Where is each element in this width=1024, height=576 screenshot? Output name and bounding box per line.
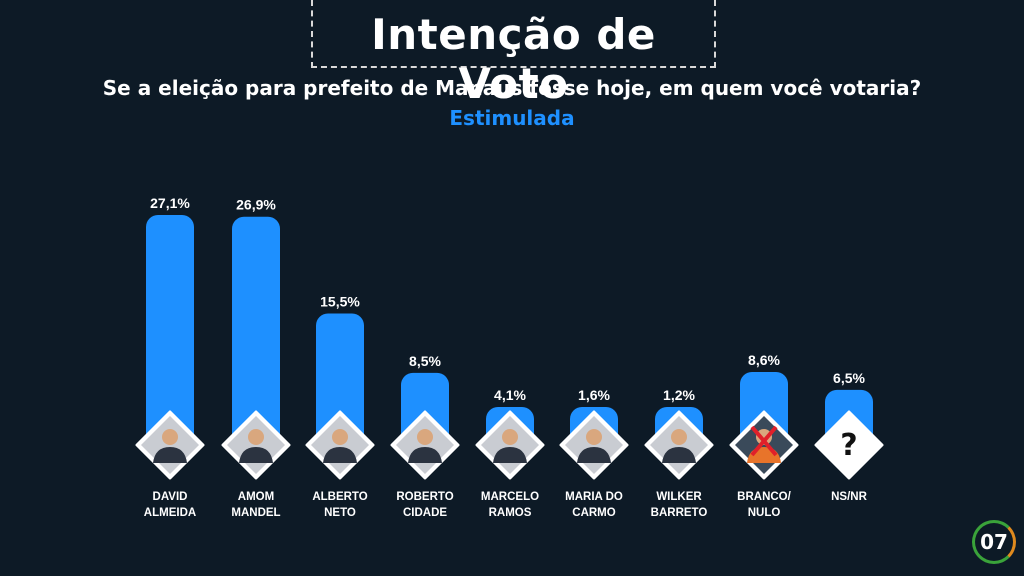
category-label: WILKER <box>656 491 702 503</box>
category-label: CARMO <box>572 507 615 519</box>
bar-value-label: 1,2% <box>663 387 695 403</box>
bar-value-label: 26,9% <box>236 197 276 213</box>
category-label: NULO <box>748 507 781 519</box>
category-label: ALMEIDA <box>144 507 196 519</box>
candidate-photo <box>135 410 205 480</box>
category-label: MARCELO <box>481 491 539 503</box>
bar-value-label: 1,6% <box>578 387 610 403</box>
category-label: CIDADE <box>403 507 447 519</box>
candidate-photo <box>221 410 291 480</box>
category-label: DAVID <box>153 491 188 503</box>
category-label: BARRETO <box>651 507 708 519</box>
candidate-photo <box>475 410 545 480</box>
category-label: RAMOS <box>489 507 532 519</box>
bar-value-label: 15,5% <box>320 293 360 309</box>
bar-2 <box>316 313 364 455</box>
category-label: MARIA DO <box>565 491 623 503</box>
bar-1 <box>232 216 280 455</box>
category-label: AMOM <box>238 491 274 503</box>
subtitle: Se a eleição para prefeito de Manaus fos… <box>102 76 922 100</box>
category-label: NS/NR <box>831 491 867 503</box>
bar-0 <box>146 215 194 455</box>
candidate-photo <box>644 410 714 480</box>
bar-value-label: 8,6% <box>748 352 780 368</box>
category-label: ROBERTO <box>396 491 453 503</box>
category-label: NETO <box>324 507 356 519</box>
svg-text:?: ? <box>840 428 857 463</box>
candidate-photo <box>305 410 375 480</box>
bar-value-label: 4,1% <box>494 387 526 403</box>
title-box: Intenção de Voto <box>311 0 716 108</box>
page-title: Intenção de Voto <box>371 10 656 108</box>
candidate-photo <box>390 410 460 480</box>
category-label: BRANCO/ <box>737 491 791 503</box>
bar-value-label: 8,5% <box>409 353 441 369</box>
candidate-photo <box>559 410 629 480</box>
category-label: MANDEL <box>231 507 280 519</box>
crossed-person-icon <box>729 410 799 480</box>
category-label: ALBERTO <box>312 491 367 503</box>
question-mark-icon: ? <box>814 410 884 480</box>
question-type-tag: Estimulada <box>449 106 575 130</box>
page-number: 07 <box>972 520 1016 564</box>
bar-value-label: 27,1% <box>150 195 190 211</box>
bar-value-label: 6,5% <box>833 370 865 386</box>
